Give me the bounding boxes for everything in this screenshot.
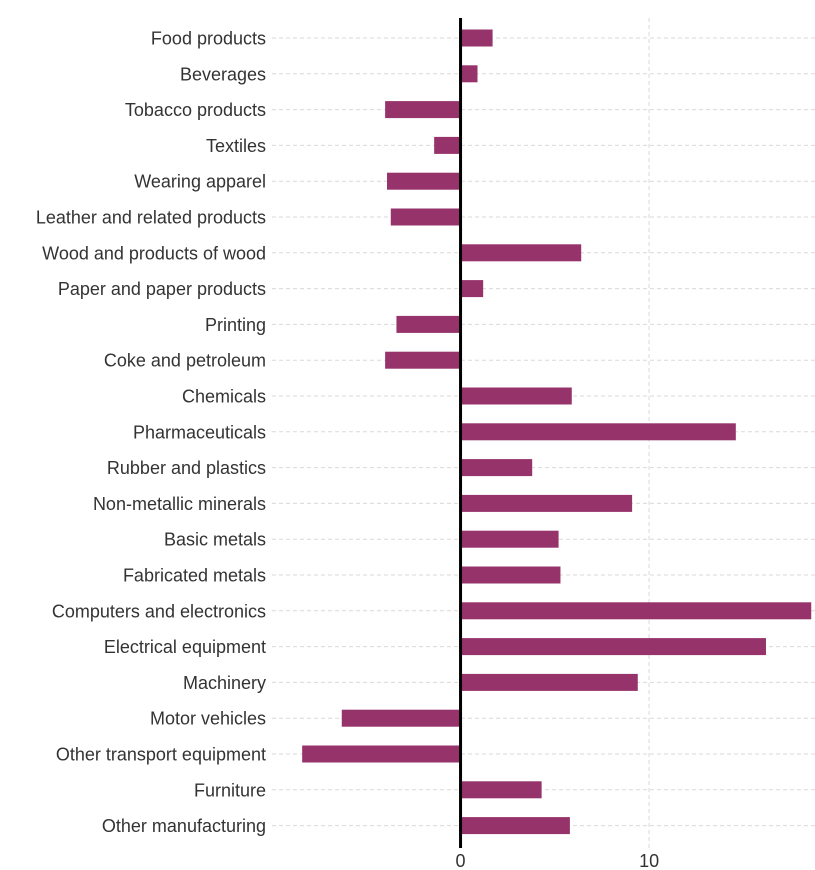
bar [396, 315, 461, 333]
category-labels: Food products Beverages Tobacco products Te… [36, 29, 266, 837]
category-label: Other manufacturing [102, 816, 266, 836]
category-label: Rubber and plastics [107, 458, 266, 478]
category-label: Textiles [206, 136, 266, 156]
category-label: Basic metals [164, 530, 266, 550]
category-label: Fabricated metals [123, 566, 266, 586]
bar [460, 494, 633, 512]
category-label: Non-metallic minerals [93, 494, 266, 514]
bar [460, 459, 533, 477]
bar [460, 29, 493, 47]
bar [434, 136, 461, 154]
category-label: Tobacco products [125, 100, 266, 120]
bar [460, 65, 478, 83]
category-label: Machinery [183, 673, 266, 693]
bar [460, 566, 561, 584]
bar [460, 781, 542, 799]
category-label: Computers and electronics [52, 601, 266, 621]
bar [460, 602, 812, 620]
bar [341, 709, 461, 727]
category-label: Pharmaceuticals [133, 422, 266, 442]
bar [460, 530, 559, 548]
bar [460, 673, 638, 691]
bar [460, 638, 766, 656]
category-label: Coke and petroleum [104, 351, 266, 371]
category-label: Furniture [194, 780, 266, 800]
bar [460, 244, 582, 262]
bars-layer [302, 29, 812, 835]
category-label: Other transport equipment [56, 745, 266, 765]
x-tick-label: 10 [639, 851, 659, 870]
bar [460, 817, 570, 835]
x-tick-label: 0 [456, 851, 466, 870]
bar [390, 208, 461, 226]
bar [460, 387, 572, 405]
category-label: Wood and products of wood [42, 243, 266, 263]
category-label: Leather and related products [36, 208, 266, 228]
category-label: Food products [151, 29, 266, 49]
bar [302, 745, 461, 763]
bar [460, 280, 484, 298]
bar [385, 101, 461, 119]
category-label: Motor vehicles [150, 709, 266, 729]
category-label: Chemicals [182, 387, 266, 407]
category-label: Paper and paper products [58, 279, 266, 299]
category-label: Wearing apparel [134, 172, 266, 192]
bar [385, 351, 461, 369]
bar [460, 423, 736, 441]
x-axis-tick-labels: 0 10 [456, 851, 660, 870]
bar [387, 172, 461, 190]
category-label: Printing [205, 315, 266, 335]
category-label: Electrical equipment [104, 637, 266, 657]
category-label: Beverages [180, 64, 266, 84]
